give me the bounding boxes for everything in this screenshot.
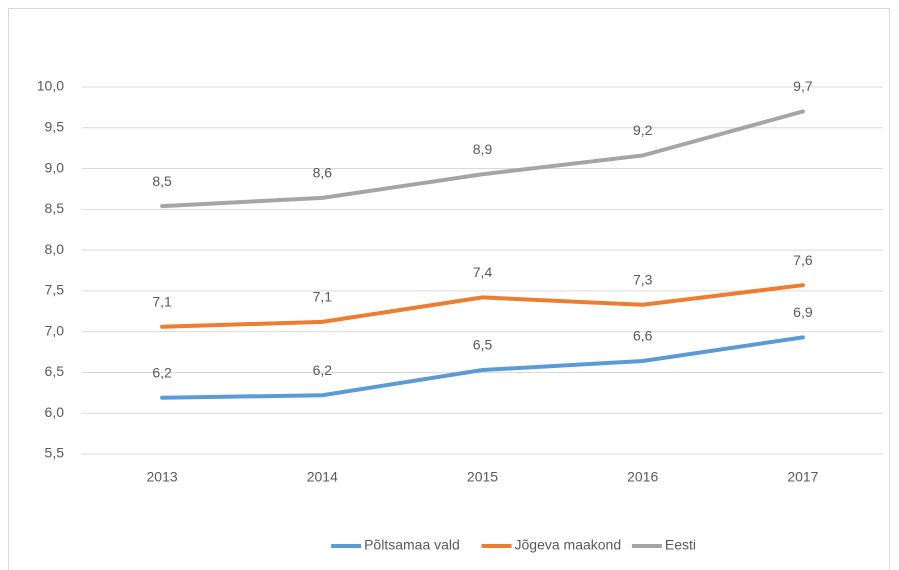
y-tick-label: 5,5 [45,445,65,461]
data-label: 7,4 [473,264,493,280]
x-tick-label: 2014 [307,469,338,485]
data-label: 8,6 [313,165,333,181]
series-line [160,109,805,209]
y-tick-label: 9,5 [45,118,65,134]
data-label: 6,6 [633,328,653,344]
legend-label: Põltsamaa vald [364,537,460,553]
data-label: 6,2 [313,362,333,378]
data-label: 7,1 [313,289,333,305]
series-line [160,283,805,329]
y-tick-label: 10,0 [37,78,64,94]
data-label: 8,5 [152,173,172,189]
x-tick-label: 2015 [467,469,498,485]
data-label: 9,2 [633,122,653,138]
y-tick-label: 7,5 [45,282,65,298]
x-tick-label: 2013 [147,469,178,485]
data-label: 8,9 [473,141,493,157]
y-tick-label: 8,0 [45,241,65,257]
y-tick-label: 8,5 [45,200,65,216]
legend-label: Eesti [665,537,696,553]
x-tick-label: 2017 [787,469,818,485]
data-label: 7,3 [633,271,653,287]
data-label: 7,1 [152,293,172,309]
data-label: 9,7 [793,78,813,94]
y-tick-label: 6,0 [45,404,65,420]
chart-frame [8,8,890,570]
data-label: 6,9 [793,304,813,320]
series-line [160,335,805,400]
data-label: 6,2 [152,364,172,380]
legend-label: Jõgeva maakond [515,537,622,553]
x-tick-label: 2016 [627,469,658,485]
data-label: 7,6 [793,252,813,268]
data-label: 6,5 [473,337,493,353]
y-tick-label: 9,0 [45,159,65,175]
y-tick-label: 7,0 [45,322,65,338]
y-tick-label: 6,5 [45,363,65,379]
